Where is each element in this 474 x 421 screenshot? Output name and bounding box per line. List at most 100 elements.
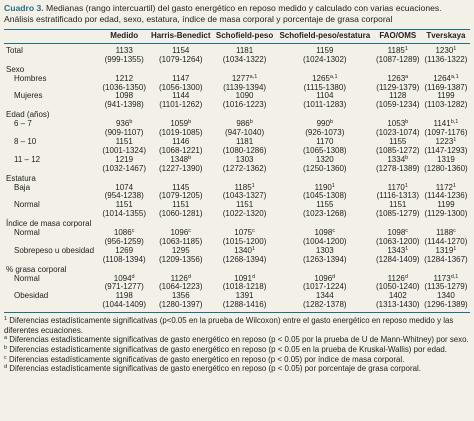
data-cell: 1277a,1 (1139-1394) [213,73,276,93]
median: 1059 [170,119,189,129]
median: 1320 [315,154,334,164]
row-label: Total [6,45,23,55]
significance-mark: d [251,273,255,280]
data-cell: 1344 (1282-1378) [275,291,374,314]
interquartile-range: (1144-1236) [424,191,468,201]
median: 1094 [113,273,132,283]
significance-mark: b [329,119,334,126]
table-row: Índice de masa corporal [4,219,470,229]
interquartile-range: (1065-1308) [303,145,347,155]
group-label: Estatura [6,173,36,183]
interquartile-range: (1050-1240) [375,282,420,292]
data-cell: 1059b (1019-1085) [148,119,213,138]
interquartile-range: (1115-1380) [303,82,346,92]
significance-mark: 1 [405,245,409,252]
table-row: Baja 1074 (954-1238) 1145 (1079-1205) 11851 (1… [4,182,470,202]
group-label: Sexo [6,64,25,74]
data-cell: 1133 (999-1355) [100,43,148,64]
significance-mark: a,1 [450,73,459,80]
interquartile-range: (1097-1176) [424,128,468,138]
significance-mark: 1 [404,45,408,52]
data-cell: 1155 (1085-1272) [374,137,422,156]
footnote-mark: 1 [4,316,8,323]
median: 1356 [171,291,190,301]
table-row: Hombres 1212 (1036-1350) 1147 (1056-1300) 127… [4,73,470,93]
row-label: Obesidad [4,291,101,314]
data-cell: 1198 (1044-1409) [100,291,149,314]
interquartile-range: (1136-1322) [424,54,468,64]
table-row: Total 1133 (999-1355) 1154 (1079-1264) 1181 (1… [4,43,470,64]
data-cell: 1219 (1032-1467) [100,155,148,174]
data-cell: 1154 (1079-1264) [148,43,213,64]
table-row: Estatura [4,174,470,184]
median: 1154 [172,45,190,55]
footnote-mark: b [4,344,8,351]
data-cell: 1199 (1103-1282) [422,91,470,110]
data-cell: 13431 (1284-1409) [374,245,422,265]
header-row: Medido Harris-Benedict Schofield-peso Schof… [4,29,470,44]
row-label: Hombres [14,73,47,83]
median: 1181 [235,45,254,55]
data-cell: 1151 (1014-1355) [100,200,148,219]
significance-mark: d [131,273,135,280]
median: 1199 [437,91,455,101]
data-cell: 13401 (1268-1394) [213,246,276,265]
median: 1086 [113,228,132,238]
significance-mark: c [188,228,192,235]
median: 1090 [235,91,254,101]
data-cell: 1181 (1034-1322) [213,43,276,64]
data-cell: 11901 (1045-1308) [276,182,374,202]
row-label: 6 – 7 [14,119,32,129]
median: 1198 [115,291,133,301]
interquartile-range: (1313-1430) [375,300,420,310]
median: 1074 [115,182,134,192]
interquartile-range: (1080-1286) [222,145,267,155]
interquartile-range: (1059-1234) [375,100,420,110]
significance-mark: c [252,228,255,235]
footnote: a Diferencias estadísticamente significa… [4,335,470,345]
footnote-mark: c [4,354,7,361]
data-cell: 1094d (971-1277) [100,273,148,293]
significance-mark: b [129,119,133,126]
significance-mark: a,1 [249,73,258,80]
significance-mark: 1 [453,245,457,252]
footnote: c Diferencias estadísticamente significa… [4,355,470,365]
table-row: 8 – 10 1151 (1001-1324) 1146 (1068-1221) 1181… [4,136,470,156]
footnote-text: Diferencias estadísticamente significati… [9,335,469,345]
significance-mark: d [332,273,336,280]
median: 1185 [234,182,252,192]
median: 1269 [115,245,134,255]
significance-mark: c [453,228,456,235]
significance-mark: b,1 [450,119,459,126]
data-cell: 1151 (1022-1320) [213,200,276,219]
data-cell: 1074 (954-1238) [100,182,148,202]
row-label: 8 – 10 [14,136,37,146]
interquartile-range: (1034-1322) [222,54,267,64]
significance-mark: 1 [404,182,408,189]
median: 1334 [387,154,406,164]
significance-mark: b [188,119,192,126]
interquartile-range: (1044-1409) [102,300,146,310]
footnote-text: Diferencias estadísticamente significati… [9,344,447,354]
column-header: Schofield-peso/estatura [275,29,374,44]
median: 1053 [387,119,406,129]
data-cell: 1151 (1060-1281) [148,200,213,219]
interquartile-range: (1209-1356) [158,254,203,264]
median: 1230 [435,45,454,55]
table-row: Sexo [4,65,470,75]
interquartile-range: (1079-1264) [158,54,203,64]
interquartile-range: (1268-1394) [222,254,267,264]
median: 1190 [314,182,332,192]
caption-label: Cuadro 3. [4,3,44,13]
data-cell: 1155 (1023-1268) [276,200,374,219]
table-row: Normal 1086c (956-1259) 1096c (1063-1185) 107… [4,228,470,247]
data-cell: 1091d (1018-1218) [213,273,276,293]
data-cell: 1181 (1080-1286) [213,137,276,156]
interquartile-range: (1045-1308) [303,191,347,201]
interquartile-range: (1024-1302) [303,54,347,64]
data-cell: 1269 (1108-1394) [100,245,148,265]
median: 1223 [435,136,454,146]
table-row: Mujeres 1098 (941-1398) 1144 (1101-1262) 1090… [4,91,470,110]
data-cell: 1173d,1 (1135-1279) [422,274,470,293]
significance-mark: d [187,273,191,280]
